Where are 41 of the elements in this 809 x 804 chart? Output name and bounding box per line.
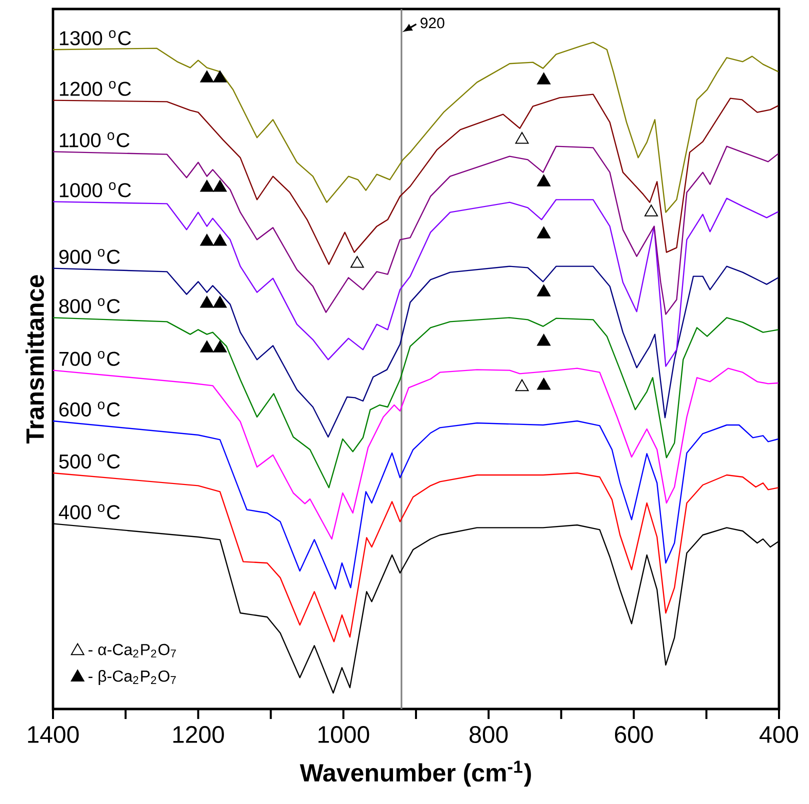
point: [515, 132, 529, 144]
point: [537, 378, 551, 390]
x-tick-label: 600: [614, 726, 653, 744]
series-label: 800 $^{o}$C: [59, 298, 120, 314]
x-axis-title: Wavenumber (cm$^{-1}$): [300, 760, 531, 787]
point: [200, 180, 214, 192]
point: [644, 204, 658, 216]
point: [537, 226, 551, 238]
point: [213, 296, 227, 308]
series-label: 1100 $^{o}$C: [60, 132, 130, 148]
point: [537, 334, 551, 346]
point: [537, 174, 551, 186]
series-label: 1300 $^{o}$C: [60, 30, 131, 46]
series-label: 600 $^{o}$C: [59, 402, 120, 417]
point: [537, 72, 551, 84]
series-label: 700 $^{o}$C: [59, 350, 120, 366]
point: [213, 180, 227, 192]
ref-line-label: 920: [420, 18, 444, 28]
point: [213, 70, 227, 82]
x-tick-label: 1000: [318, 726, 370, 744]
point: [200, 340, 214, 352]
series-label: 500 $^{o}$C: [59, 454, 120, 469]
x-tick-label: 1200: [173, 726, 224, 744]
x-tick-label: 1400: [28, 726, 79, 744]
point: [537, 284, 551, 296]
x-tick-label: 400: [760, 726, 798, 744]
series-label: 400 $^{o}$C: [58, 504, 120, 520]
point: [350, 256, 364, 268]
legend-label: - α-Ca$_{2}$P$_{2}$O$_{7}$: [88, 644, 176, 658]
point: [200, 234, 214, 246]
series-label: 1000 $^{o}$C: [60, 182, 131, 198]
series-label: 900 $^{o}$C: [59, 248, 120, 264]
x-tick-label: 800: [470, 726, 508, 744]
point: [200, 296, 214, 308]
point: [515, 379, 529, 392]
point: [213, 234, 227, 246]
y-axis-title: Transmittance: [26, 275, 44, 444]
legend-label: - β-Ca$_{2}$P$_{2}$O$_{7}$: [88, 670, 176, 685]
point: [200, 70, 214, 82]
series-label: 1200 $^{o}$C: [60, 80, 131, 96]
point: [213, 340, 227, 352]
